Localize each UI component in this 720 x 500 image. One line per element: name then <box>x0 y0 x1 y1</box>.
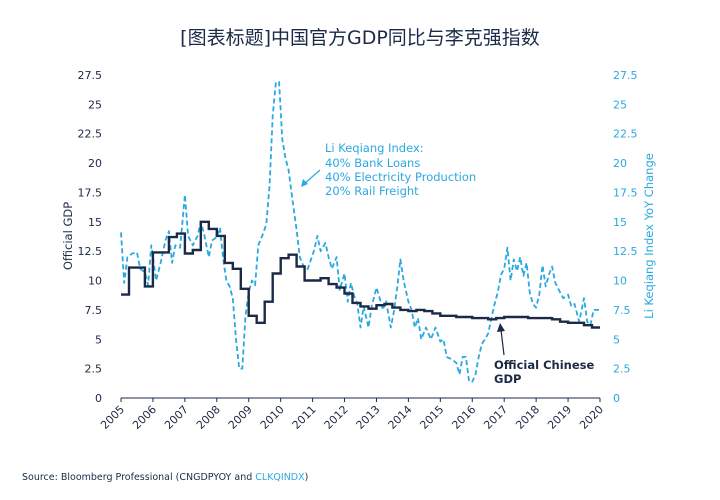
y-tick-label-left: 7.5 <box>85 304 103 317</box>
y-tick-label-right: 5 <box>613 333 620 346</box>
y-tick-label-left: 15 <box>88 216 102 229</box>
annotation-line: Official Chinese <box>494 358 594 372</box>
annotation-arrow-line <box>303 169 321 185</box>
right-axis-label: Li Keqiang Index YoY Change <box>642 153 656 319</box>
y-tick-label-right: 20 <box>613 157 627 170</box>
left-axis-label: Official GDP <box>61 202 75 270</box>
left-y-axis-ticks: 0 2.5 5 7.5 10 12.5 15 17.5 20 22.5 25 27.5 <box>78 69 103 405</box>
y-tick-label-left: 17.5 <box>78 186 103 199</box>
y-tick-label-left: 25 <box>88 98 102 111</box>
annotation-line: 20% Rail Freight <box>325 184 419 198</box>
annotation-official-gdp: Official Chinese GDP <box>494 323 594 386</box>
annotation-line: 40% Electricity Production <box>325 170 476 184</box>
y-tick-label-right: 22.5 <box>613 128 638 141</box>
x-tick-label: 2005 <box>98 403 127 432</box>
y-tick-label-left: 20 <box>88 157 102 170</box>
x-axis-ticks: 2005 2006 2007 2008 2009 2010 2011 2012 2013 2014… <box>98 398 606 432</box>
annotation-line: GDP <box>494 372 521 386</box>
y-tick-label-right: 25 <box>613 98 627 111</box>
x-tick-label: 2014 <box>386 403 415 432</box>
annotation-arrow-line <box>500 329 505 356</box>
annotation-line: 40% Bank Loans <box>325 156 420 170</box>
y-tick-label-left: 22.5 <box>78 128 103 141</box>
annotation-arrowhead <box>497 323 505 332</box>
x-tick-label: 2019 <box>545 403 574 432</box>
y-tick-label-right: 10 <box>613 275 627 288</box>
y-tick-label-left: 12.5 <box>78 245 103 258</box>
source-prefix: Source: Bloomberg Professional (CNGDPYOY… <box>22 472 255 483</box>
x-tick-label: 2007 <box>162 403 191 432</box>
y-tick-label-left: 5 <box>95 333 102 346</box>
x-tick-label: 2010 <box>258 403 287 432</box>
annotation-li-keqiang: Li Keqiang Index: 40% Bank Loans 40% Ele… <box>301 141 476 198</box>
annotation-arrowhead <box>301 179 308 187</box>
series-official-gdp-line <box>121 220 600 329</box>
x-tick-label: 2012 <box>322 403 351 432</box>
annotation-line: Li Keqiang Index: <box>325 141 424 155</box>
source-note: Source: Bloomberg Professional (CNGDPYOY… <box>22 472 308 483</box>
x-tick-label: 2016 <box>449 403 478 432</box>
x-tick-label: 2008 <box>194 403 223 432</box>
y-tick-label-right: 7.5 <box>613 304 631 317</box>
y-tick-label-right: 15 <box>613 216 627 229</box>
series-li-keqiang-line <box>120 81 600 383</box>
source-suffix: ) <box>305 472 309 483</box>
x-tick-label: 2018 <box>513 403 542 432</box>
y-tick-label-right: 17.5 <box>613 186 638 199</box>
x-tick-label: 2013 <box>354 403 383 432</box>
y-tick-label-left: 0 <box>95 392 102 405</box>
x-tick-label: 2020 <box>577 403 606 432</box>
source-highlight: CLKQINDX <box>255 472 305 483</box>
x-tick-label: 2015 <box>417 403 446 432</box>
plot-area: 0 2.5 5 7.5 10 12.5 15 17.5 20 22.5 25 27.5 0 2.5 5 7.… <box>78 69 638 432</box>
y-tick-label-left: 2.5 <box>85 363 103 376</box>
y-tick-label-right: 0 <box>613 392 620 405</box>
y-tick-label-left: 27.5 <box>78 69 103 82</box>
chart-title: [图表标题]中国官方GDP同比与李克强指数 <box>180 27 540 49</box>
y-tick-label-left: 10 <box>88 275 102 288</box>
y-tick-label-right: 12.5 <box>613 245 638 258</box>
right-y-axis-ticks: 0 2.5 5 7.5 10 12.5 15 17.5 20 22.5 25 27.5 <box>613 69 638 405</box>
y-tick-label-right: 27.5 <box>613 69 638 82</box>
x-tick-label: 2009 <box>226 403 255 432</box>
x-tick-label: 2006 <box>130 403 159 432</box>
x-tick-label: 2011 <box>290 403 319 432</box>
x-tick-label: 2017 <box>481 403 510 432</box>
y-tick-label-right: 2.5 <box>613 363 631 376</box>
